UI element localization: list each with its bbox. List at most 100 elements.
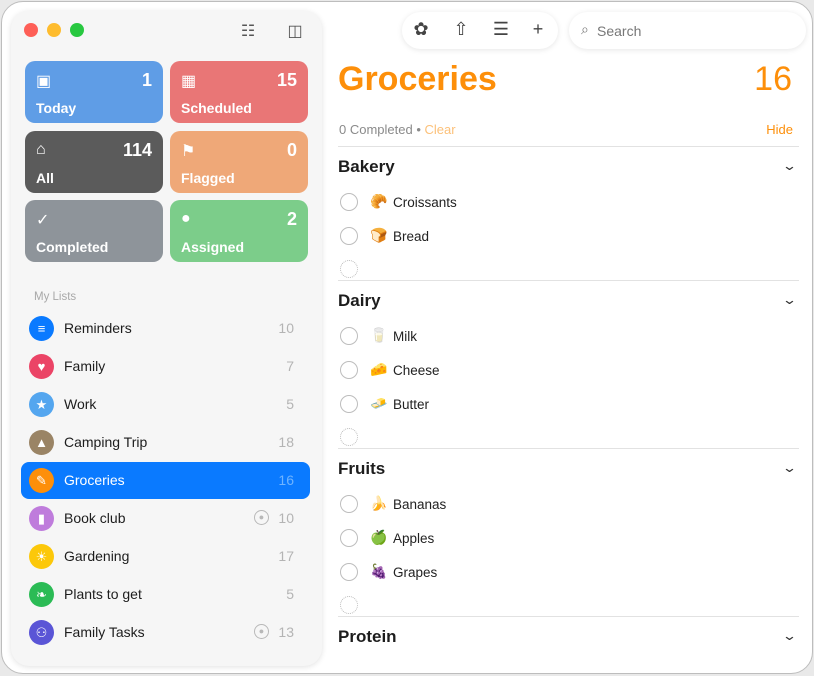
item-emoji: 🥐 — [370, 193, 388, 209]
list-item-groceries[interactable]: ✎ Groceries 16 — [21, 462, 310, 499]
section-divider — [338, 280, 799, 281]
complete-checkbox[interactable] — [340, 327, 358, 345]
completed-summary: 0 Completed • Clear — [339, 122, 456, 137]
sidebar-toggle-icon[interactable]: ◫ — [287, 23, 303, 40]
section-header: Fruits — [338, 459, 386, 478]
shared-icon: ● — [254, 624, 269, 639]
star-icon: ★ — [29, 392, 54, 417]
checkmark-icon: ✓ — [36, 212, 50, 229]
list-item-book-club[interactable]: ▮ Book club ● 10 — [21, 500, 310, 537]
completed-count: 0 Completed — [339, 122, 413, 137]
clear-button[interactable]: Clear — [424, 122, 456, 137]
list-label: Gardening — [64, 548, 130, 564]
list-label: Family — [64, 358, 106, 374]
complete-checkbox[interactable] — [340, 193, 358, 211]
item-emoji: 🥛 — [370, 327, 388, 343]
smart-list-completed[interactable]: ✓ Completed — [25, 200, 163, 262]
item-title: Grapes — [393, 565, 438, 580]
smart-list-flagged[interactable]: ⚑ 0 Flagged — [170, 130, 308, 193]
list-item-camping-trip[interactable]: ▲ Camping Trip 18 — [21, 424, 310, 461]
list-count: 5 — [286, 396, 294, 412]
list-label: Camping Trip — [64, 434, 148, 450]
chevron-down-icon[interactable]: ⌄ — [781, 628, 798, 643]
shared-icon: ● — [254, 510, 269, 525]
new-item-checkbox — [340, 596, 358, 614]
share-collaborate-icon[interactable]: ✿ — [413, 19, 429, 39]
section-header: Protein — [338, 627, 397, 646]
list-title: Groceries — [338, 60, 497, 98]
list-item-plants-to-get[interactable]: ❧ Plants to get 5 — [21, 576, 310, 613]
new-item-checkbox — [340, 428, 358, 446]
complete-checkbox[interactable] — [340, 395, 358, 413]
list-icon: ≡ — [29, 316, 54, 341]
list-item-gardening[interactable]: ☀ Gardening 17 — [21, 538, 310, 575]
list-item-family[interactable]: ♥ Family 7 — [21, 348, 310, 385]
chevron-down-icon[interactable]: ⌄ — [781, 158, 798, 173]
new-list-icon[interactable]: ☷ — [240, 23, 256, 40]
list-count: 10 — [278, 510, 294, 526]
item-title: Cheese — [393, 363, 440, 378]
complete-checkbox[interactable] — [340, 529, 358, 547]
smart-list-scheduled[interactable]: ▦ 15 Scheduled — [170, 61, 308, 123]
tray-icon: ⌂ — [36, 140, 46, 158]
hide-completed-button[interactable]: Hide — [766, 122, 793, 137]
list-count: 16 — [754, 60, 792, 98]
section-header: Bakery — [338, 157, 395, 176]
list-item-family-tasks[interactable]: ⚇ Family Tasks ● 13 — [21, 614, 310, 651]
smart-list-count: 15 — [276, 70, 297, 90]
people-icon: ⚇ — [29, 620, 54, 645]
close-button[interactable] — [24, 23, 38, 37]
item-emoji: 🍏 — [370, 529, 388, 545]
item-title: Milk — [393, 329, 417, 344]
item-emoji: 🧈 — [370, 395, 388, 411]
bookmark-icon: ▮ — [29, 506, 54, 531]
sidebar: ☷ ◫ ▣ 1 Today ▦ 15 Scheduled ⌂ 114 All ⚑… — [11, 11, 322, 666]
smart-list-count: 2 — [286, 209, 297, 229]
section-divider — [338, 616, 799, 617]
item-title: Apples — [393, 531, 435, 546]
smart-list-assigned[interactable]: ● 2 Assigned — [170, 200, 308, 262]
my-lists-header: My Lists — [34, 291, 77, 303]
list-label: Work — [64, 396, 97, 412]
calendar-today-icon: ▣ — [36, 73, 52, 90]
list-count: 16 — [278, 472, 294, 488]
zoom-button[interactable] — [70, 23, 84, 37]
minimize-button[interactable] — [47, 23, 61, 37]
complete-checkbox[interactable] — [340, 563, 358, 581]
complete-checkbox[interactable] — [340, 227, 358, 245]
list-label: Reminders — [64, 320, 132, 336]
list-item-work[interactable]: ★ Work 5 — [21, 386, 310, 423]
smart-list-label: Completed — [36, 239, 109, 255]
leaf-icon: ❧ — [29, 582, 54, 607]
tent-icon: ▲ — [29, 430, 54, 455]
smart-list-today[interactable]: ▣ 1 Today — [25, 61, 163, 123]
item-emoji: 🍞 — [370, 227, 388, 243]
item-title: Butter — [393, 397, 430, 412]
smart-list-count: 0 — [286, 139, 297, 160]
item-emoji: 🍇 — [370, 563, 388, 579]
smart-list-all[interactable]: ⌂ 114 All — [25, 130, 163, 193]
chevron-down-icon[interactable]: ⌄ — [781, 292, 798, 307]
search-icon: ⌕ — [581, 21, 589, 37]
smart-list-count: 114 — [122, 139, 152, 160]
search-field[interactable]: ⌕ Search — [569, 12, 806, 49]
item-title: Croissants — [393, 195, 457, 210]
item-emoji: 🍌 — [370, 495, 388, 511]
complete-checkbox[interactable] — [340, 495, 358, 513]
complete-checkbox[interactable] — [340, 361, 358, 379]
list-count: 18 — [278, 434, 294, 450]
share-icon[interactable]: ⇧ — [453, 19, 469, 39]
toolbar: ✿ ⇧ ☰ + — [402, 12, 558, 49]
smart-list-label: Scheduled — [181, 100, 252, 116]
add-section-icon[interactable]: ☰ — [492, 19, 510, 39]
chevron-down-icon[interactable]: ⌄ — [781, 460, 798, 475]
add-reminder-icon[interactable]: + — [532, 19, 544, 39]
sun-icon: ☀ — [29, 544, 54, 569]
item-title: Bananas — [393, 497, 447, 512]
section-divider — [338, 448, 799, 449]
list-label: Family Tasks — [64, 624, 145, 640]
item-emoji: 🧀 — [370, 361, 388, 377]
list-label: Groceries — [64, 472, 125, 488]
list-item-reminders[interactable]: ≡ Reminders 10 — [21, 310, 310, 347]
calendar-icon: ▦ — [181, 73, 197, 90]
